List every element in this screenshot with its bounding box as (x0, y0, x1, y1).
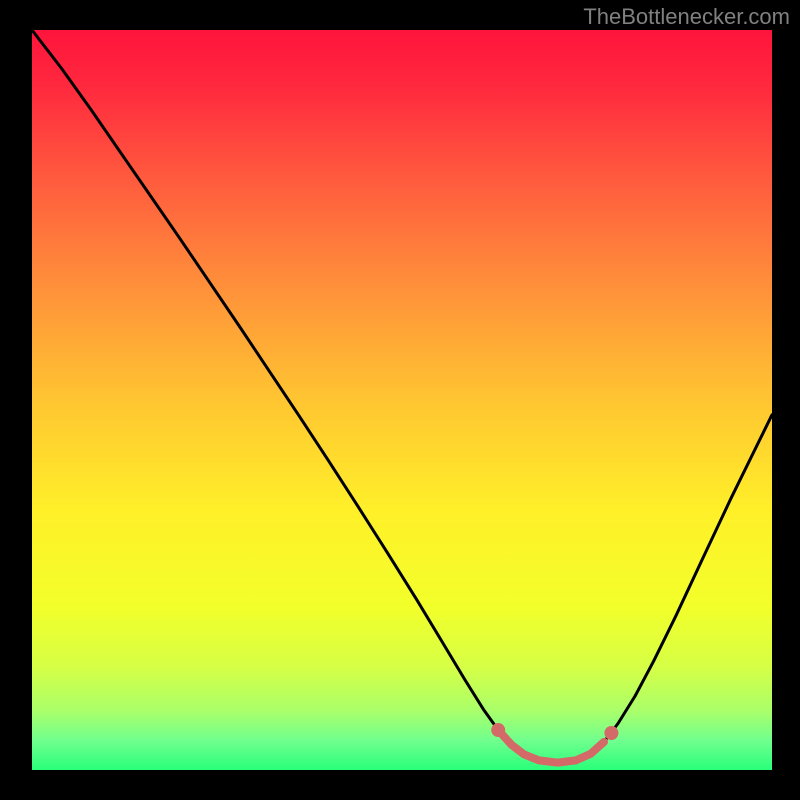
chart-stage: TheBottlenecker.com (0, 0, 800, 800)
watermark-text: TheBottlenecker.com (583, 4, 790, 30)
plot-area (32, 30, 772, 770)
gradient-background (32, 30, 772, 770)
